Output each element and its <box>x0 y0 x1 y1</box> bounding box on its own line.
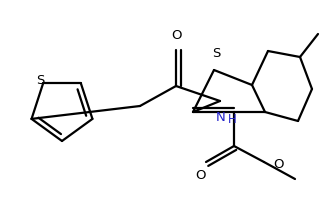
Text: S: S <box>212 47 220 60</box>
Text: S: S <box>36 74 44 87</box>
Text: O: O <box>196 169 206 182</box>
Text: O: O <box>273 158 284 171</box>
Text: N: N <box>216 111 226 124</box>
Text: O: O <box>171 29 181 42</box>
Text: H: H <box>228 113 236 126</box>
